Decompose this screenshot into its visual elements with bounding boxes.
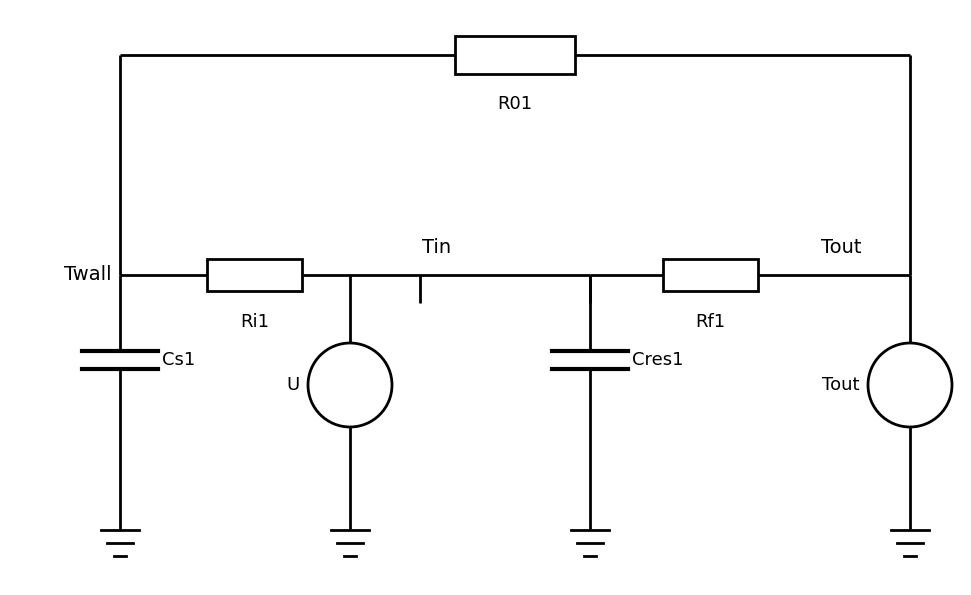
Text: Cres1: Cres1	[632, 351, 684, 369]
Text: Tout: Tout	[821, 238, 862, 257]
Text: Ri1: Ri1	[241, 313, 270, 331]
Bar	[208, 259, 303, 291]
Text: U: U	[286, 376, 300, 394]
Text: Twall: Twall	[64, 265, 112, 284]
Text: Cs1: Cs1	[162, 351, 195, 369]
Text: R01: R01	[497, 95, 532, 113]
Ellipse shape	[308, 343, 392, 427]
Bar	[662, 259, 757, 291]
Text: Tout: Tout	[822, 376, 860, 394]
Bar	[455, 36, 575, 74]
Ellipse shape	[868, 343, 952, 427]
Text: Tin: Tin	[422, 238, 452, 257]
Text: Rf1: Rf1	[695, 313, 725, 331]
